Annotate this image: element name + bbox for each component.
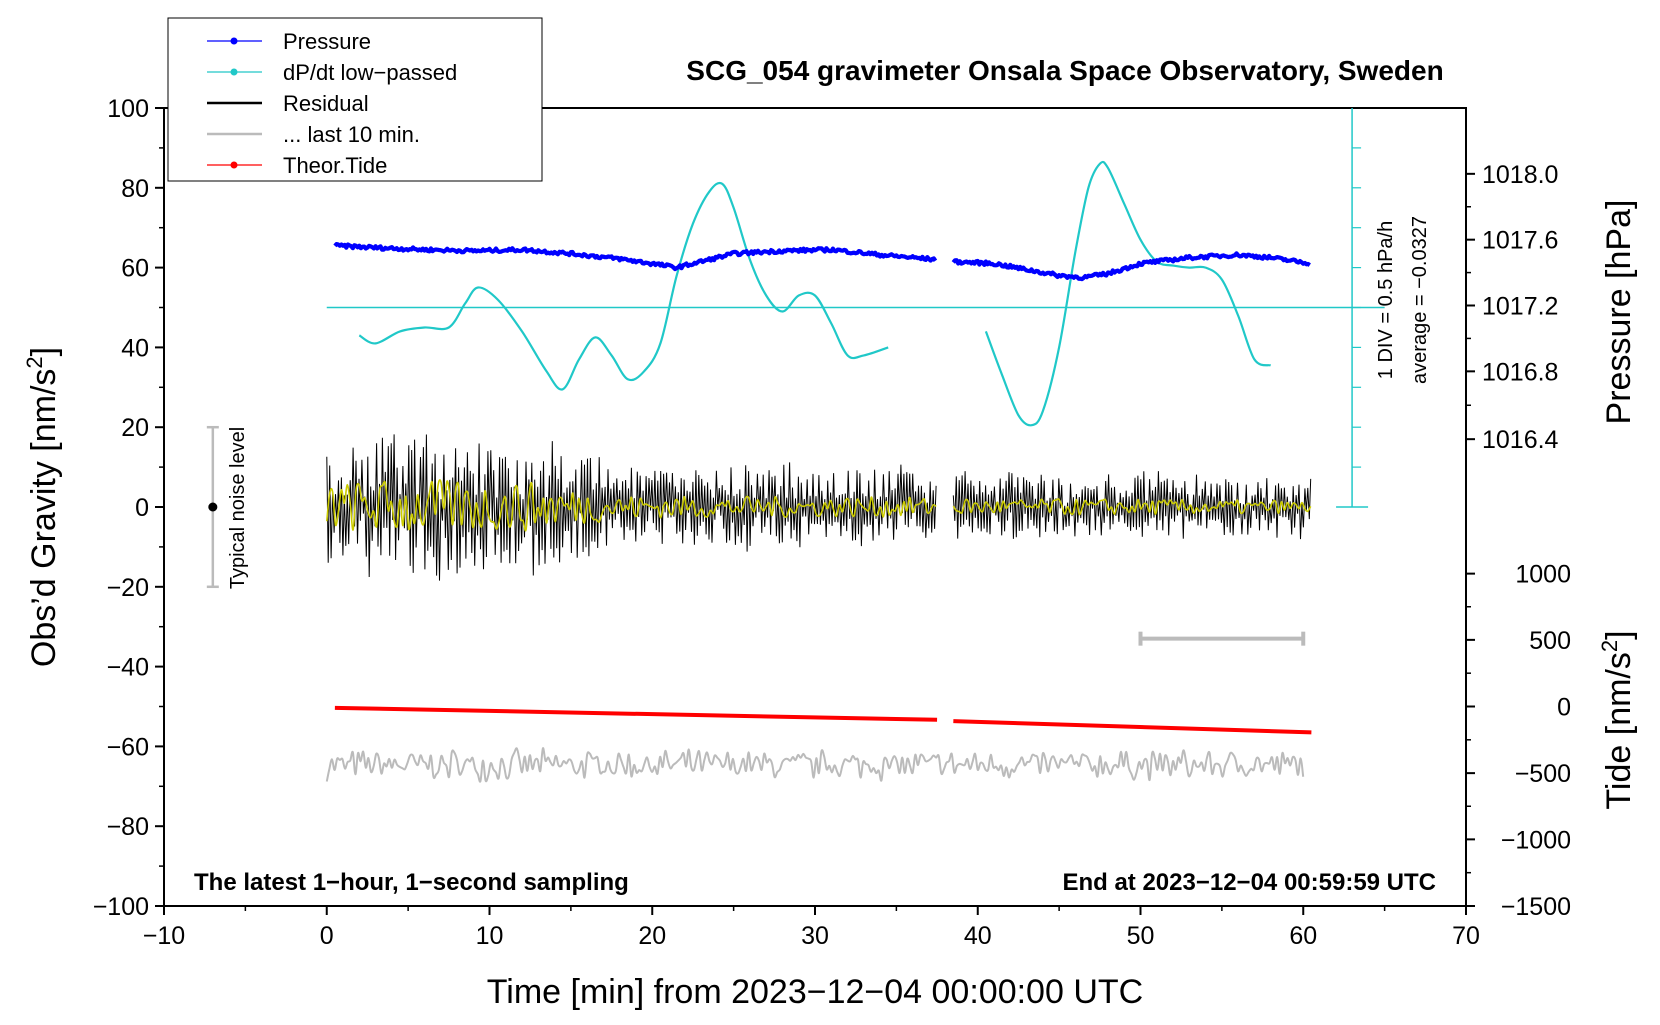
x-tick-label: 30 (801, 922, 829, 950)
gravity-label-sup: 2 (22, 356, 47, 368)
y-tick-label: −20 (107, 574, 149, 602)
tide-tick-label: 0 (1557, 694, 1571, 722)
residual-lowpass-line-2 (952, 498, 1312, 516)
y-tick-label: 100 (107, 95, 149, 123)
y-tick-label: 60 (121, 255, 149, 283)
y-axis-label-tide: Tide [nm/s2] (1597, 630, 1638, 809)
pressure-line-1 (333, 242, 938, 272)
tide-tick-label: 500 (1529, 627, 1571, 655)
x-axis-label: Time [min] from 2023−12−04 00:00:00 UTC (487, 973, 1143, 1011)
dpdt-average-label: average = −0.0327 (1409, 216, 1431, 384)
y-tick-label: 40 (121, 334, 149, 362)
dpdt-scale-label: 1 DIV = 0.5 hPa/h (1375, 221, 1397, 379)
dpdt-line-1 (358, 181, 889, 391)
series-layer (206, 108, 1385, 783)
residual-line-1 (326, 434, 937, 581)
pressure-tick-label: 1018.0 (1482, 161, 1558, 189)
pressure-tick-label: 1017.2 (1482, 293, 1558, 321)
legend: Pressure dP/dt low−passed Residual ... last… (167, 17, 543, 182)
legend-box (167, 17, 543, 182)
y-tick-label: 0 (135, 494, 149, 522)
noise-level-center-dot (208, 502, 218, 512)
pressure-tick-label: 1017.6 (1482, 227, 1558, 255)
x-tick-label: 20 (638, 922, 666, 950)
legend-label: Pressure (283, 29, 371, 54)
y-tick-label: −40 (107, 654, 149, 682)
tide-label-sup: 2 (1597, 640, 1622, 652)
y-tick-label: −60 (107, 733, 149, 761)
gravity-label-base: Obs’d Gravity [nm/s (25, 369, 63, 668)
x-tick-label: 60 (1289, 922, 1317, 950)
annotation-layer: SCG_054 gravimeter Onsala Space Observat… (22, 55, 1638, 1011)
x-tick-label: −10 (143, 922, 185, 950)
theor-tide-line-1 (334, 705, 938, 722)
last-10-min-line (325, 747, 1305, 783)
annotation-bottom-left: The latest 1−hour, 1−second sampling (194, 869, 629, 896)
legend-label: Residual (283, 91, 369, 116)
pressure-tick-label: 1016.4 (1482, 426, 1559, 454)
tide-tick-label: −1500 (1501, 893, 1571, 921)
y-tick-label: −100 (93, 893, 149, 921)
tide-tick-label: 1000 (1515, 561, 1571, 589)
legend-label: Theor.Tide (283, 153, 387, 178)
x-tick-label: 0 (320, 922, 334, 950)
tide-label-end: ] (1600, 630, 1638, 639)
chart-title: SCG_054 gravimeter Onsala Space Observat… (686, 55, 1443, 86)
legend-label: ... last 10 min. (283, 122, 420, 147)
theor-tide-line-2 (953, 719, 1312, 735)
legend-label: dP/dt low−passed (283, 60, 457, 85)
legend-marker (230, 161, 238, 169)
y-tick-label: 80 (121, 175, 149, 203)
y-axis-label-gravity: Obs’d Gravity [nm/s2] (22, 347, 63, 667)
x-tick-label: 40 (964, 922, 992, 950)
legend-marker (230, 37, 238, 45)
annotation-bottom-right: End at 2023−12−04 00:59:59 UTC (1062, 869, 1436, 896)
axes-layer: −10 0 10 20 30 40 50 60 70−100−80−60−40−20020406… (93, 95, 1571, 950)
gravity-label-end: ] (25, 347, 63, 356)
tide-tick-label: −1000 (1501, 826, 1571, 854)
pressure-line-2 (951, 251, 1311, 282)
y-tick-label: 20 (121, 414, 149, 442)
residual-line-2 (952, 471, 1312, 540)
y-axis-label-pressure: Pressure [hPa] (1600, 200, 1638, 425)
noise-level-label: Typical noise level (227, 427, 249, 589)
x-tick-label: 50 (1127, 922, 1155, 950)
x-tick-label: 10 (476, 922, 504, 950)
pressure-tick-label: 1016.8 (1482, 358, 1558, 386)
tide-tick-label: −500 (1515, 760, 1571, 788)
y-tick-label: −80 (107, 813, 149, 841)
tide-label-base: Tide [nm/s (1600, 652, 1638, 809)
dpdt-line-2 (984, 160, 1272, 427)
x-tick-label: 70 (1452, 922, 1480, 950)
legend-marker (230, 68, 238, 76)
residual-lowpass-line-1 (326, 479, 937, 532)
